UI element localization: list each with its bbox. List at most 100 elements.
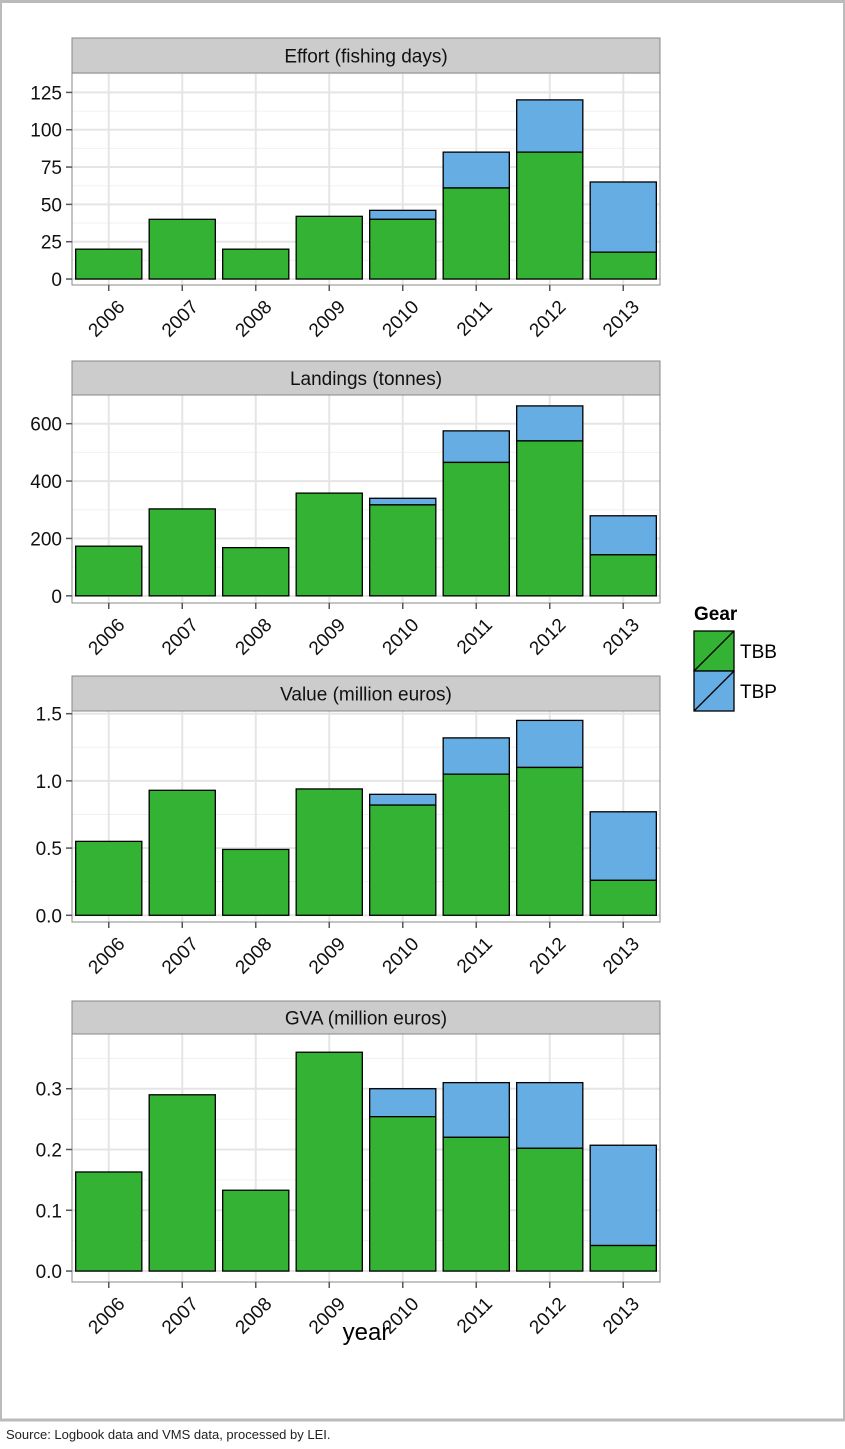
y-tick-label: 0.0: [36, 1262, 62, 1283]
bar-tbb-2009: [295, 492, 363, 597]
bar-tbp-2012: [516, 1081, 584, 1149]
x-axis-title: year: [343, 1319, 390, 1346]
bar-tbp-2010: [369, 1088, 437, 1118]
y-tick-label: 0.2: [36, 1140, 62, 1161]
strip-title: GVA (million euros): [285, 1009, 447, 1030]
strip-title: Value (million euros): [280, 685, 452, 706]
y-tick-label: 50: [41, 195, 62, 216]
bar-tbb-2011: [442, 1136, 510, 1272]
bar-tbb-2012: [516, 1147, 584, 1272]
bar-tbp-2012: [516, 405, 584, 442]
facet-panel-2: Landings (tonnes) 0 200 400 600 2006 2007 2008 2…: [30, 360, 661, 660]
x-tick-label: 2007: [158, 297, 203, 342]
x-tick-label: 2013: [599, 1294, 644, 1339]
bar-tbp-2010: [369, 793, 437, 806]
bar-tbb-2013: [589, 879, 657, 916]
bar-tbb-2010: [369, 218, 437, 280]
facet-panel-4: GVA (million euros) 0.0 0.1 0.2 0.3 2006 2007 2…: [36, 1000, 661, 1339]
legend-label-tbb: TBB: [740, 642, 777, 663]
bar-tbb-2007: [148, 789, 216, 916]
bar-tbp-2013: [589, 1144, 657, 1247]
y-tick-label: 200: [30, 529, 62, 550]
x-tick-label: 2006: [85, 297, 130, 342]
bar-tbb-2007: [148, 508, 216, 597]
bar-tbb-2013: [589, 251, 657, 280]
x-tick-label: 2006: [85, 615, 130, 660]
bar-tbb-2006: [75, 840, 143, 916]
strip-background: [71, 1000, 661, 1035]
bar-tbp-2013: [589, 515, 657, 556]
y-tick-label: 0: [51, 587, 62, 608]
x-tick-label: 2006: [85, 934, 130, 979]
bar-tbb-2011: [442, 773, 510, 916]
bar-tbb-2009: [295, 215, 363, 280]
x-tick-label: 2008: [232, 934, 277, 979]
y-tick-label: 0.0: [36, 906, 62, 927]
bar-tbb-2008: [222, 546, 290, 597]
y-tick-label: 600: [30, 415, 62, 436]
x-tick-label: 2010: [379, 615, 424, 660]
panel-border: [71, 394, 661, 604]
bar-tbp-2011: [442, 1081, 510, 1138]
facet-panel-3: Value (million euros) 0.0 0.5 1.0 1.5 2006 200…: [36, 675, 661, 979]
source-note: Source: Logbook data and VMS data, proce…: [6, 1427, 331, 1442]
bar-tbb-2010: [369, 1116, 437, 1272]
x-tick-label: 2007: [158, 934, 203, 979]
legend-title: Gear: [694, 604, 738, 625]
bar-tbb-2008: [222, 848, 290, 916]
strip-background: [71, 37, 661, 74]
strip-title: Landings (tonnes): [290, 369, 442, 390]
bar-tbb-2006: [75, 1171, 143, 1272]
legend-swatch-slash: [693, 670, 735, 712]
bar-tbb-2008: [222, 1189, 290, 1272]
x-tick-label: 2013: [599, 934, 644, 979]
facet-panel-1: Effort (fishing days) 0 25 50 75 100 125 2006 20…: [30, 37, 661, 342]
strip-title: Effort (fishing days): [284, 47, 447, 68]
x-tick-label: 2009: [305, 297, 350, 342]
bar-tbp-2011: [442, 737, 510, 775]
panel-border: [71, 72, 661, 286]
x-tick-label: 2011: [453, 1294, 497, 1338]
bar-tbp-2011: [442, 151, 510, 189]
y-tick-label: 75: [41, 158, 62, 179]
bar-tbb-2009: [295, 788, 363, 916]
panel-border: [71, 710, 661, 923]
bar-tbb-2009: [295, 1051, 363, 1272]
x-tick-label: 2008: [232, 1294, 277, 1339]
x-tick-label: 2010: [379, 297, 424, 342]
x-tick-label: 2012: [526, 615, 571, 660]
bar-tbp-2012: [516, 99, 584, 153]
bar-tbb-2010: [369, 504, 437, 597]
facet-panels: Effort (fishing days) 0 25 50 75 100 125 2006 20…: [30, 37, 661, 1339]
x-tick-label: 2012: [526, 934, 571, 979]
x-tick-label: 2012: [526, 297, 571, 342]
panel-border: [71, 1033, 661, 1283]
strip-background: [71, 675, 661, 712]
legend-label-tbp: TBP: [740, 682, 777, 703]
bar-tbb-2011: [442, 461, 510, 597]
bar-tbp-2013: [589, 811, 657, 881]
bar-tbp-2012: [516, 719, 584, 769]
x-tick-label: 2009: [305, 615, 350, 660]
y-tick-label: 1.5: [36, 705, 62, 726]
bar-tbb-2008: [222, 248, 290, 280]
y-tick-label: 0.1: [36, 1201, 62, 1222]
y-tick-label: 100: [30, 121, 62, 142]
x-tick-label: 2009: [305, 934, 350, 979]
x-tick-label: 2007: [158, 615, 203, 660]
y-tick-label: 0.3: [36, 1080, 62, 1101]
bar-tbp-2010: [369, 209, 437, 220]
x-tick-label: 2006: [85, 1294, 130, 1339]
bar-tbb-2011: [442, 187, 510, 280]
bar-tbb-2013: [589, 554, 657, 597]
x-tick-label: 2008: [232, 615, 277, 660]
x-tick-label: 2013: [599, 297, 644, 342]
x-tick-label: 2013: [599, 615, 644, 660]
bar-tbp-2010: [369, 497, 437, 506]
bar-tbb-2012: [516, 440, 584, 597]
bar-tbb-2007: [148, 218, 216, 280]
y-tick-label: 125: [30, 83, 62, 104]
bar-tbb-2006: [75, 545, 143, 597]
x-tick-label: 2010: [379, 934, 424, 979]
